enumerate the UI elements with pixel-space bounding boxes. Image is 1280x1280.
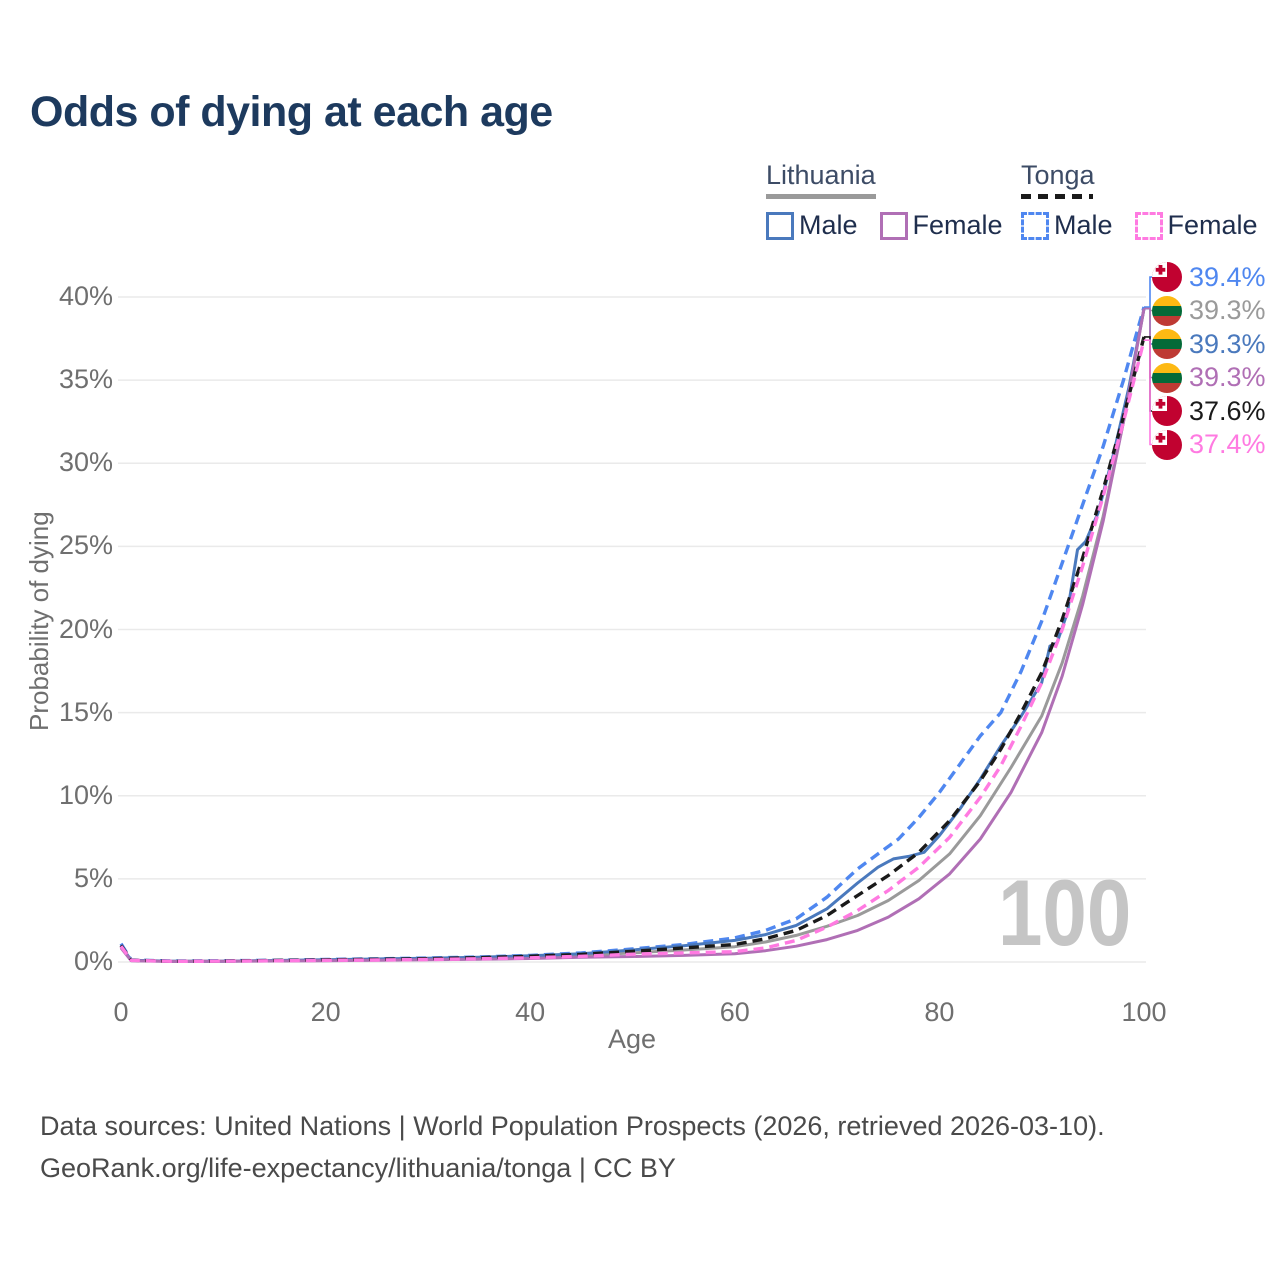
legend-label-lithuania-male[interactable]: Male: [799, 210, 858, 240]
x-tick-60: 60: [719, 997, 750, 1027]
y-tick-15%: 15%: [58, 696, 113, 727]
end-label-tonga-female: 37.4%: [1152, 429, 1266, 461]
legend-group-lithuania: Lithuania Male Female: [766, 160, 1025, 241]
end-label-tonga-both-sexes: 37.6%: [1152, 395, 1266, 427]
series-line-tonga-male[interactable]: [119, 306, 1146, 963]
legend-label-tonga-male[interactable]: Male: [1054, 210, 1113, 240]
series-line-tonga-female[interactable]: [119, 339, 1146, 963]
tonga-flag-icon: [1152, 396, 1182, 426]
tonga-flag-icon: [1152, 262, 1182, 292]
end-label-connector: [1144, 339, 1153, 446]
y-tick-30%: 30%: [58, 447, 113, 478]
end-label-value: 39.3%: [1189, 295, 1266, 325]
x-tick-0: 0: [113, 997, 129, 1027]
x-tick-100: 100: [1121, 997, 1167, 1027]
end-label-value: 39.4%: [1189, 261, 1266, 292]
legend-swatch-lithuania-female[interactable]: [879, 211, 908, 240]
legend-underline-lithuania-solid: [766, 194, 876, 199]
y-tick-35%: 35%: [58, 364, 113, 395]
series-line-tonga-both-sexes[interactable]: [119, 336, 1146, 963]
end-label-value: 39.3%: [1189, 328, 1266, 359]
lithuania-flag-icon: [1152, 362, 1182, 393]
end-label-tonga-male: 39.4%: [1152, 261, 1266, 293]
legend-swatch-tonga-male[interactable]: [1021, 211, 1049, 240]
end-label-connector: [1144, 276, 1153, 308]
legend-country-lithuania: Lithuania: [766, 160, 876, 190]
y-tick-25%: 25%: [58, 530, 113, 561]
y-tick-0%: 0%: [73, 946, 113, 976]
series-line-lithuania-both-sexes[interactable]: [119, 308, 1146, 963]
hovered-age-watermark: 100: [998, 860, 1132, 965]
end-label-lithuania-both-sexes: 39.3%: [1152, 295, 1266, 327]
legend-group-tonga: Tonga Male Female: [1021, 160, 1280, 241]
legend-swatch-lithuania-male[interactable]: [766, 211, 794, 240]
footer-url-line: GeoRank.org/life-expectancy/lithuania/to…: [40, 1152, 676, 1183]
x-tick-80: 80: [924, 997, 955, 1027]
series-line-lithuania-male[interactable]: [119, 308, 1146, 963]
data-sources-footer: Data sources: United Nations | World Pop…: [40, 1106, 1105, 1190]
end-label-lithuania-female: 39.3%: [1152, 362, 1266, 394]
footer-sources-line: Data sources: United Nations | World Pop…: [40, 1111, 1105, 1141]
legend-swatch-tonga-female[interactable]: [1134, 211, 1163, 240]
x-tick-40: 40: [515, 997, 546, 1027]
y-tick-5%: 5%: [73, 862, 113, 893]
legend-country-tonga: Tonga: [1021, 160, 1095, 190]
end-label-value: 39.3%: [1189, 362, 1266, 392]
legend-label-lithuania-female[interactable]: Female: [912, 210, 1003, 240]
lithuania-flag-icon: [1152, 329, 1182, 359]
legend-label-tonga-female[interactable]: Female: [1167, 210, 1258, 240]
page-title: Odds of dying at each age: [30, 88, 553, 136]
series-line-lithuania-female[interactable]: [119, 308, 1146, 963]
y-tick-10%: 10%: [58, 779, 113, 810]
x-axis-title: Age: [607, 1024, 657, 1054]
legend-underline-tonga-dashed: [1021, 194, 1093, 199]
tonga-flag-icon: [1152, 429, 1182, 460]
x-tick-20: 20: [310, 997, 341, 1027]
y-tick-40%: 40%: [58, 281, 113, 311]
y-tick-20%: 20%: [58, 613, 113, 644]
end-label-lithuania-male: 39.3%: [1152, 328, 1266, 360]
end-label-value: 37.6%: [1189, 395, 1266, 426]
lithuania-flag-icon: [1152, 295, 1182, 326]
end-label-value: 37.4%: [1189, 429, 1266, 459]
